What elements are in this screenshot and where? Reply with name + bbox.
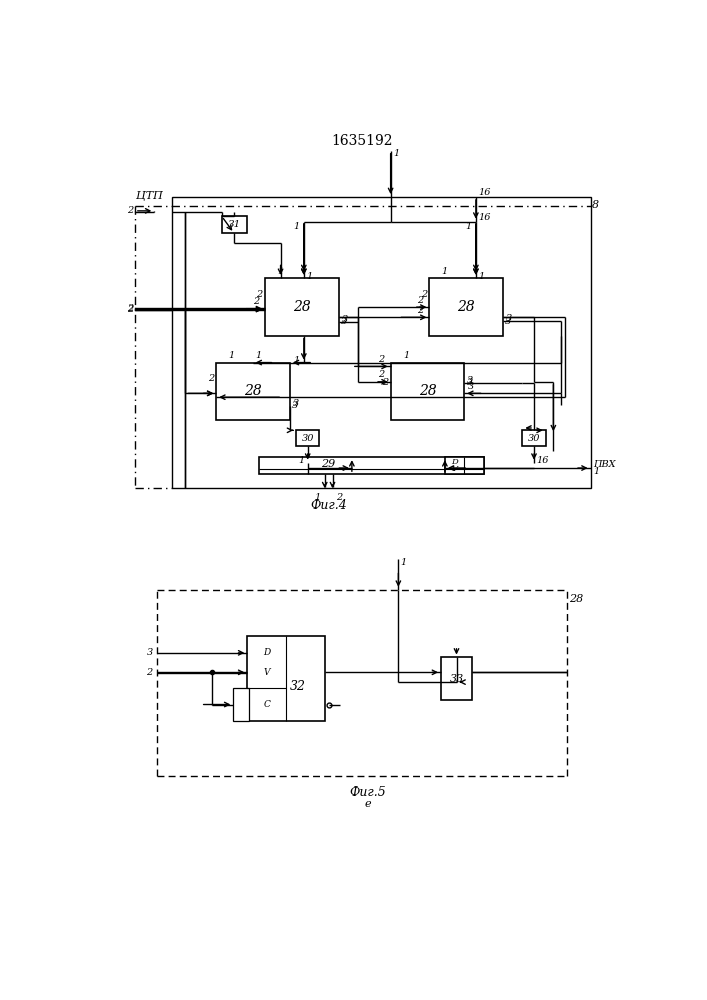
Bar: [172, 197, 590, 488]
Bar: [445, 457, 484, 474]
Text: 2: 2: [127, 305, 134, 314]
Bar: [522, 430, 546, 446]
Text: 3: 3: [341, 315, 348, 324]
Bar: [429, 278, 503, 336]
Text: 2: 2: [378, 355, 385, 364]
Text: 1: 1: [315, 493, 321, 502]
Bar: [391, 363, 464, 420]
Text: 16: 16: [537, 456, 549, 465]
Text: 1635192: 1635192: [331, 134, 392, 148]
Text: 1: 1: [478, 272, 484, 281]
Text: 16: 16: [478, 188, 491, 197]
Bar: [265, 278, 339, 336]
Text: 28: 28: [293, 300, 311, 314]
Text: Фиг.4: Фиг.4: [310, 499, 347, 512]
Text: 2: 2: [127, 206, 134, 215]
Text: 2: 2: [208, 374, 214, 383]
Bar: [259, 457, 484, 474]
Text: 8: 8: [592, 200, 600, 210]
Text: 1: 1: [401, 558, 407, 567]
Text: 3: 3: [506, 317, 512, 326]
Text: 3: 3: [506, 314, 513, 323]
Text: 2: 2: [382, 378, 388, 387]
Text: 1: 1: [298, 456, 305, 465]
Text: 2: 2: [127, 304, 134, 313]
Text: 3: 3: [468, 382, 474, 391]
Text: 3: 3: [341, 317, 347, 326]
Text: 28: 28: [419, 384, 436, 398]
Text: 1: 1: [403, 351, 409, 360]
Text: 28: 28: [457, 300, 475, 314]
Text: 2: 2: [417, 296, 423, 305]
Text: 1: 1: [228, 351, 235, 360]
Bar: [296, 430, 320, 446]
Bar: [247, 636, 325, 721]
Text: 29: 29: [322, 459, 336, 469]
Text: 3: 3: [467, 376, 474, 385]
Text: D: D: [263, 648, 270, 657]
Text: 2: 2: [378, 370, 385, 379]
Text: 16: 16: [478, 213, 491, 222]
Text: 1: 1: [293, 356, 299, 365]
Text: 28: 28: [244, 384, 262, 398]
Text: 2: 2: [337, 493, 343, 502]
Text: 2: 2: [417, 306, 423, 315]
Text: 1: 1: [593, 467, 599, 476]
Text: 2: 2: [421, 290, 427, 299]
Bar: [222, 216, 247, 233]
Text: 1: 1: [465, 222, 472, 231]
Text: 1: 1: [293, 222, 299, 231]
Text: 3: 3: [293, 399, 299, 408]
Text: 31: 31: [228, 220, 241, 229]
Text: 1: 1: [306, 272, 312, 281]
Text: 1: 1: [256, 351, 262, 360]
Text: 3: 3: [292, 401, 298, 410]
Text: 30: 30: [527, 434, 540, 443]
Text: 1: 1: [442, 267, 448, 276]
Text: 2: 2: [252, 297, 259, 306]
Text: 2: 2: [146, 668, 153, 677]
Text: 1: 1: [277, 267, 284, 276]
Bar: [216, 363, 290, 420]
Text: 1: 1: [393, 149, 399, 158]
Text: C: C: [263, 700, 270, 709]
Text: 33: 33: [450, 674, 464, 684]
Text: 28: 28: [569, 594, 583, 604]
Text: ПВХ: ПВХ: [593, 460, 616, 469]
Text: 3: 3: [146, 648, 153, 657]
Text: V: V: [451, 465, 457, 473]
Text: 3: 3: [467, 378, 473, 387]
Bar: [233, 688, 249, 721]
Text: 30: 30: [301, 434, 314, 443]
Text: ЦТП: ЦТП: [136, 191, 163, 201]
Text: е: е: [364, 799, 370, 809]
Text: 2: 2: [257, 290, 263, 299]
Text: V: V: [264, 668, 270, 677]
Text: D: D: [451, 458, 457, 466]
Bar: [441, 657, 472, 700]
Text: 32: 32: [290, 680, 305, 693]
Text: Фиг.5: Фиг.5: [349, 786, 386, 799]
